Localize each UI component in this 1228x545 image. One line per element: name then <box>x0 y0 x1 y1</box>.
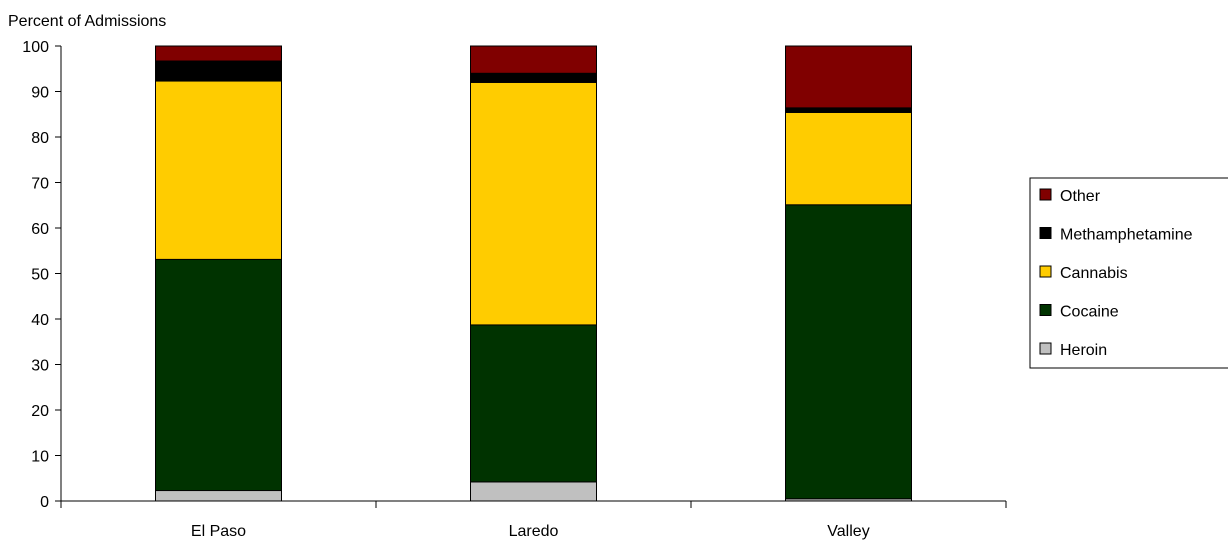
y-tick-label: 60 <box>31 221 49 238</box>
y-tick-label: 10 <box>31 449 49 466</box>
x-tick-label-laredo: Laredo <box>509 523 559 540</box>
y-tick-label: 80 <box>31 130 49 147</box>
legend-label-heroin: Heroin <box>1060 342 1107 359</box>
y-axis-ticks: 0 10 20 30 40 50 60 70 80 90 100 <box>22 39 61 511</box>
bars-group <box>155 45 912 502</box>
bar-segment-laredo-cocaine <box>470 324 597 483</box>
legend-label-cannabis: Cannabis <box>1060 265 1128 282</box>
y-tick-label: 70 <box>31 176 49 193</box>
x-axis-ticks: El Paso Laredo Valley <box>60 501 1007 540</box>
bar-segment-el-paso-other <box>155 45 282 62</box>
y-axis-title: Percent of Admissions <box>8 13 166 30</box>
bar-segment-laredo-cannabis <box>470 81 597 326</box>
legend-swatch-cocaine <box>1039 304 1052 316</box>
y-tick-label: 100 <box>22 39 49 56</box>
bar-segment-el-paso-methamphetamine <box>155 60 282 82</box>
y-tick-label: 0 <box>40 494 49 511</box>
legend-swatch-cannabis <box>1039 265 1052 278</box>
legend: Other Methamphetamine Cannabis Cocaine Heroi… <box>1029 177 1228 369</box>
y-tick-label: 40 <box>31 312 49 329</box>
bar-segment-laredo-heroin <box>470 481 597 502</box>
legend-swatch-heroin <box>1039 342 1052 355</box>
y-tick-label: 20 <box>31 403 49 420</box>
legend-swatch-methamphetamine <box>1039 227 1052 239</box>
bar-segment-valley-cocaine <box>785 204 912 500</box>
bar-segment-laredo-other <box>470 45 597 74</box>
bar-segment-el-paso-cocaine <box>155 258 282 492</box>
y-tick-label: 90 <box>31 85 49 102</box>
legend-label-other: Other <box>1060 188 1101 205</box>
bar-segment-el-paso-cannabis <box>155 80 282 260</box>
x-tick-label-el-paso: El Paso <box>191 523 246 540</box>
legend-box <box>1029 177 1228 369</box>
bar-segment-valley-other <box>785 45 912 109</box>
bar-segment-laredo-methamphetamine <box>470 72 597 83</box>
legend-swatch-other <box>1039 188 1052 201</box>
legend-label-methamphetamine: Methamphetamine <box>1060 227 1193 244</box>
bar-segment-valley-cannabis <box>785 111 912 206</box>
x-tick-label-valley: Valley <box>827 523 869 540</box>
bar-segment-valley-methamphetamine <box>785 107 912 113</box>
bar-segment-el-paso-heroin <box>155 490 282 502</box>
y-tick-label: 50 <box>31 267 49 284</box>
y-tick-label: 30 <box>31 358 49 375</box>
legend-label-cocaine: Cocaine <box>1060 304 1119 321</box>
